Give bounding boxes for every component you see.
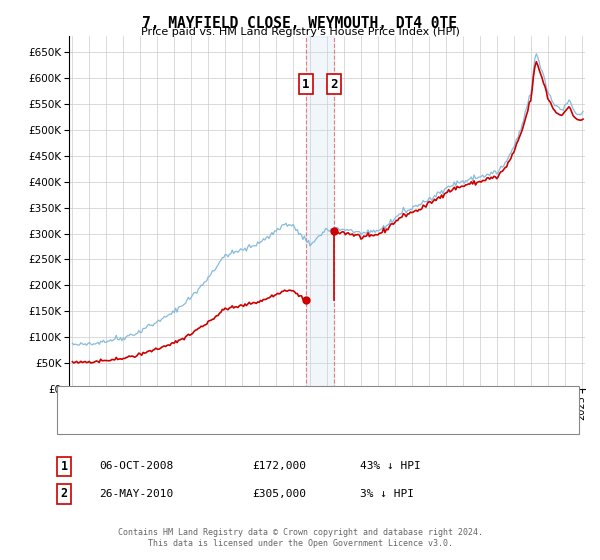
Bar <box>306 36 334 389</box>
Text: 7, MAYFIELD CLOSE, WEYMOUTH, DT4 0TE (detached house): 7, MAYFIELD CLOSE, WEYMOUTH, DT4 0TE (de… <box>96 395 414 405</box>
Text: £172,000: £172,000 <box>252 461 306 472</box>
Text: Contains HM Land Registry data © Crown copyright and database right 2024.
This d: Contains HM Land Registry data © Crown c… <box>118 528 482 548</box>
Text: 7, MAYFIELD CLOSE, WEYMOUTH, DT4 0TE: 7, MAYFIELD CLOSE, WEYMOUTH, DT4 0TE <box>143 16 458 31</box>
Text: 1: 1 <box>302 77 310 91</box>
Text: 26-MAY-2010: 26-MAY-2010 <box>99 489 173 499</box>
Text: 06-OCT-2008: 06-OCT-2008 <box>99 461 173 472</box>
Text: 2: 2 <box>330 77 338 91</box>
Text: 2: 2 <box>61 487 68 501</box>
Text: HPI: Average price, detached house, Dorset: HPI: Average price, detached house, Dors… <box>96 417 348 427</box>
Text: 43% ↓ HPI: 43% ↓ HPI <box>360 461 421 472</box>
Text: 3% ↓ HPI: 3% ↓ HPI <box>360 489 414 499</box>
Text: 1: 1 <box>61 460 68 473</box>
Text: Price paid vs. HM Land Registry's House Price Index (HPI): Price paid vs. HM Land Registry's House … <box>140 27 460 37</box>
Text: £305,000: £305,000 <box>252 489 306 499</box>
